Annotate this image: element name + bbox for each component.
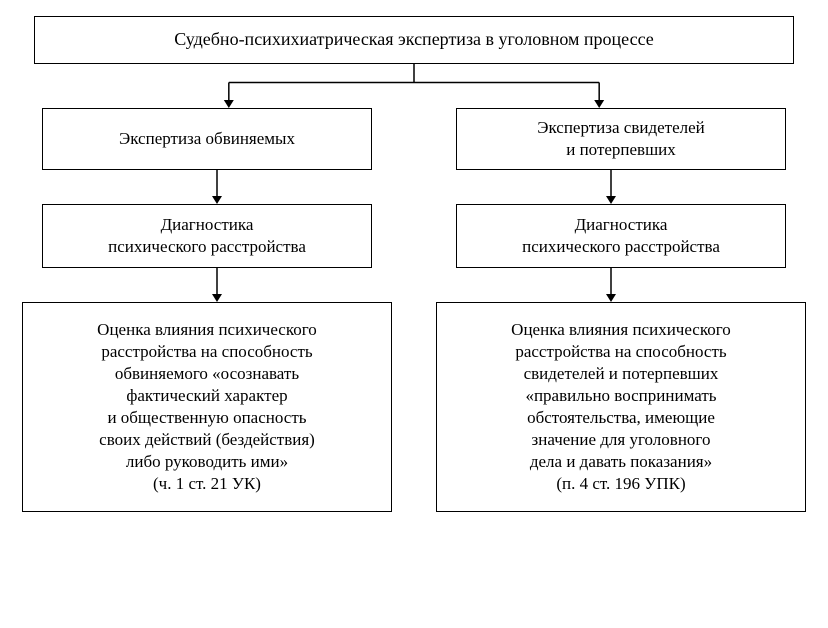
node-root: Судебно-психихиатрическая экспертиза в у… [34, 16, 794, 64]
arrow-cell-right [414, 170, 808, 204]
node-witness-expertise: Экспертиза свидетелейи потерпевших [456, 108, 786, 170]
node-assessment-witness: Оценка влияния психическогорасстройства … [436, 302, 806, 512]
row-level2: Экспертиза обвиняемых Экспертиза свидете… [20, 108, 808, 170]
col-right: Экспертиза свидетелейи потерпевших [434, 108, 808, 170]
arrow-cell-left [20, 268, 414, 302]
node-accused-expertise: Экспертиза обвиняемых [42, 108, 372, 170]
connector-l3-l4 [20, 268, 808, 302]
node-assessment-accused: Оценка влияния психическогорасстройства … [22, 302, 392, 512]
arrow-cell-right [414, 268, 808, 302]
col-left: Диагностикапсихического расстройства [20, 204, 394, 268]
col-right: Диагностикапсихического расстройства [434, 204, 808, 268]
node-diagnosis-right: Диагностикапсихического расстройства [456, 204, 786, 268]
arrow-cell-left [20, 170, 414, 204]
connector-tee [20, 64, 808, 108]
col-right: Оценка влияния психическогорасстройства … [434, 302, 808, 512]
row-root: Судебно-психихиатрическая экспертиза в у… [20, 16, 808, 64]
node-diagnosis-left: Диагностикапсихического расстройства [42, 204, 372, 268]
connector-l2-l3 [20, 170, 808, 204]
row-level4: Оценка влияния психическогорасстройства … [20, 302, 808, 512]
row-level3: Диагностикапсихического расстройства Диа… [20, 204, 808, 268]
col-left: Оценка влияния психическогорасстройства … [20, 302, 394, 512]
col-left: Экспертиза обвиняемых [20, 108, 394, 170]
